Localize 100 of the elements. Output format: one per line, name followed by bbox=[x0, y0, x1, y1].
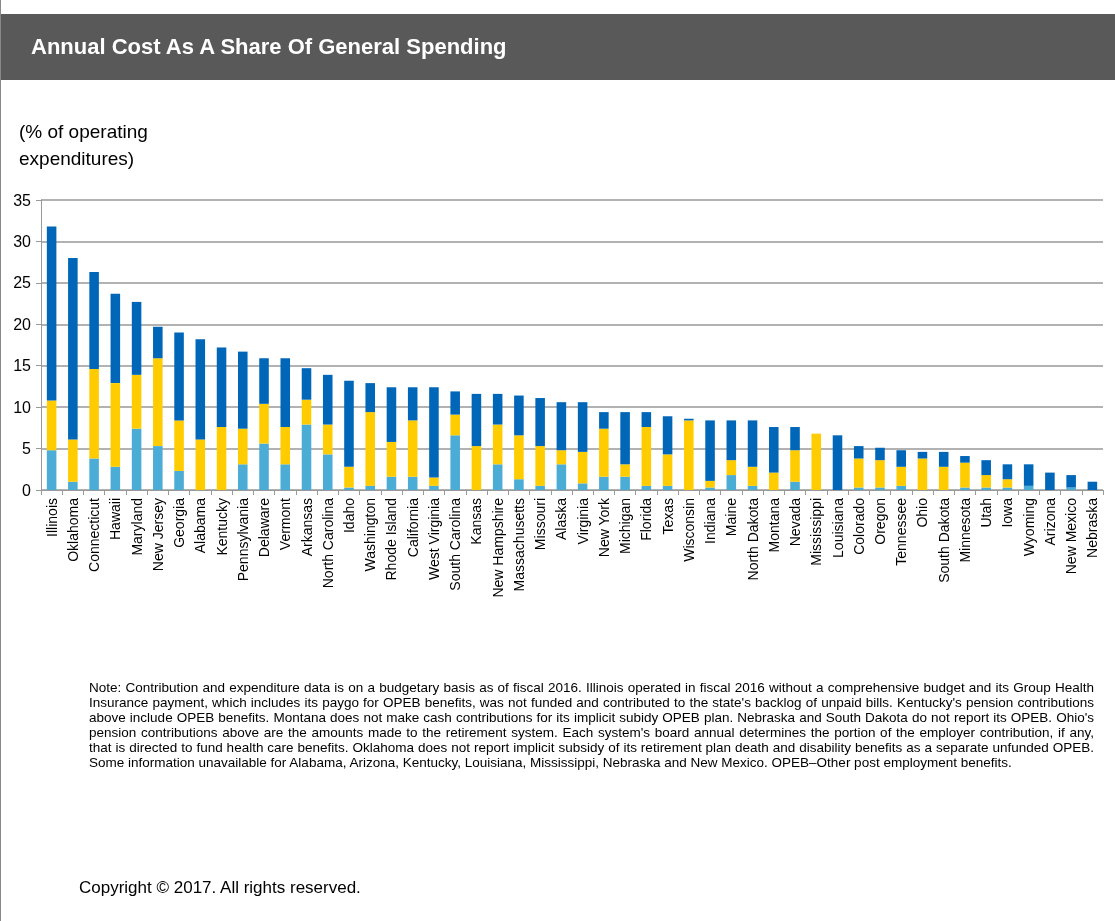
bar bbox=[89, 369, 99, 459]
bar bbox=[131, 374, 142, 429]
bar bbox=[322, 374, 333, 425]
bar bbox=[1002, 479, 1013, 488]
x-tick-label: Louisiana bbox=[829, 497, 846, 558]
x-tick-label: Vermont bbox=[277, 497, 294, 551]
bar bbox=[556, 450, 567, 465]
bar bbox=[514, 479, 524, 490]
bar bbox=[407, 476, 418, 490]
bar bbox=[641, 412, 652, 428]
x-tick-label: Wyoming bbox=[1020, 498, 1037, 557]
x-tick-label: Rhode Island bbox=[383, 498, 400, 581]
bar bbox=[917, 458, 928, 490]
bar bbox=[110, 383, 121, 467]
x-tick-label: Maryland bbox=[128, 498, 145, 556]
bar bbox=[896, 450, 906, 467]
bar bbox=[471, 393, 482, 447]
bar bbox=[896, 485, 906, 490]
bar bbox=[344, 466, 354, 488]
bar bbox=[280, 464, 291, 490]
bar bbox=[726, 475, 737, 490]
text: Copyright © 2017. All rights reserved. bbox=[79, 878, 361, 898]
x-tick-label: Nevada bbox=[787, 497, 804, 547]
x-tick-label: Wisconsin bbox=[680, 498, 697, 562]
bar bbox=[492, 464, 503, 490]
bar bbox=[365, 383, 375, 413]
bar bbox=[1023, 464, 1034, 486]
bar bbox=[747, 485, 758, 490]
bar bbox=[471, 446, 482, 490]
bar bbox=[322, 424, 333, 455]
bar bbox=[599, 412, 609, 429]
bar bbox=[535, 446, 545, 486]
y-tick-label: 30 bbox=[13, 232, 32, 250]
bar bbox=[769, 427, 779, 473]
bar bbox=[684, 420, 694, 490]
x-tick-label: Kansas bbox=[468, 498, 485, 545]
bar bbox=[131, 428, 142, 490]
x-tick-label: North Carolina bbox=[319, 497, 336, 589]
x-tick-label: Mississippi bbox=[808, 498, 825, 566]
bar bbox=[917, 451, 928, 459]
x-tick-label: Nebraska bbox=[1084, 497, 1101, 558]
bar bbox=[216, 347, 227, 428]
x-tick-label: Kentucky bbox=[213, 498, 230, 556]
x-tick-label: Washington bbox=[362, 498, 379, 572]
bar bbox=[259, 443, 269, 490]
bar bbox=[238, 351, 248, 429]
bar bbox=[46, 226, 57, 401]
bar bbox=[1002, 464, 1013, 480]
bar bbox=[46, 450, 57, 490]
bar bbox=[195, 339, 206, 440]
bar bbox=[386, 441, 397, 477]
x-tick-label: California bbox=[404, 497, 421, 558]
bar bbox=[535, 398, 545, 447]
x-tick-label: Virginia bbox=[574, 497, 591, 545]
bar bbox=[577, 451, 588, 484]
bar bbox=[981, 460, 991, 476]
bar bbox=[853, 458, 864, 488]
x-tick-label: Missouri bbox=[532, 498, 549, 551]
bar bbox=[853, 446, 864, 459]
x-tick-label: Idaho bbox=[340, 497, 357, 534]
bar bbox=[429, 485, 439, 490]
bar bbox=[705, 480, 715, 488]
bar bbox=[620, 412, 630, 465]
bar bbox=[641, 485, 652, 490]
x-tick-label: Pennsylvania bbox=[234, 497, 251, 582]
bar bbox=[790, 450, 800, 482]
x-tick-label: Ohio bbox=[914, 497, 931, 528]
bar bbox=[1066, 475, 1076, 488]
bar bbox=[747, 420, 758, 467]
x-tick-label: Oregon bbox=[871, 498, 888, 545]
bar bbox=[450, 435, 460, 490]
x-tick-label: South Dakota bbox=[935, 497, 952, 583]
x-tick-label: Georgia bbox=[171, 497, 188, 548]
bar bbox=[790, 481, 800, 490]
bar bbox=[981, 475, 991, 488]
bar bbox=[811, 433, 822, 490]
bar bbox=[153, 326, 163, 359]
bar bbox=[747, 466, 758, 486]
x-tick-label: New Hampshire bbox=[489, 497, 506, 598]
bar bbox=[153, 446, 163, 490]
bar bbox=[68, 258, 78, 440]
y-tick-label: 5 bbox=[22, 440, 32, 458]
bar bbox=[429, 477, 439, 486]
bar bbox=[577, 483, 588, 490]
bar bbox=[131, 301, 142, 375]
bar bbox=[896, 466, 906, 486]
bar bbox=[301, 399, 312, 425]
bar bbox=[280, 427, 291, 465]
bar bbox=[662, 485, 673, 490]
bar bbox=[960, 456, 970, 463]
bar bbox=[556, 464, 567, 490]
bar bbox=[110, 293, 121, 384]
bar bbox=[514, 435, 524, 480]
x-tick-label: New Jersey bbox=[149, 498, 166, 572]
y-axis-title: (% of operating expenditures) bbox=[19, 120, 149, 171]
bar bbox=[46, 400, 57, 451]
x-tick-label: Montana bbox=[765, 497, 782, 553]
bar bbox=[832, 435, 843, 490]
bar bbox=[322, 454, 333, 490]
x-tick-label: New York bbox=[595, 497, 612, 558]
